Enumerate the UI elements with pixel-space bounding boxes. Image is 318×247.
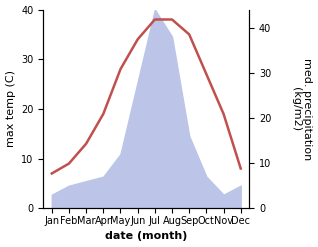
Y-axis label: med. precipitation
(kg/m2): med. precipitation (kg/m2) (291, 58, 313, 160)
X-axis label: date (month): date (month) (105, 231, 187, 242)
Y-axis label: max temp (C): max temp (C) (5, 70, 16, 147)
